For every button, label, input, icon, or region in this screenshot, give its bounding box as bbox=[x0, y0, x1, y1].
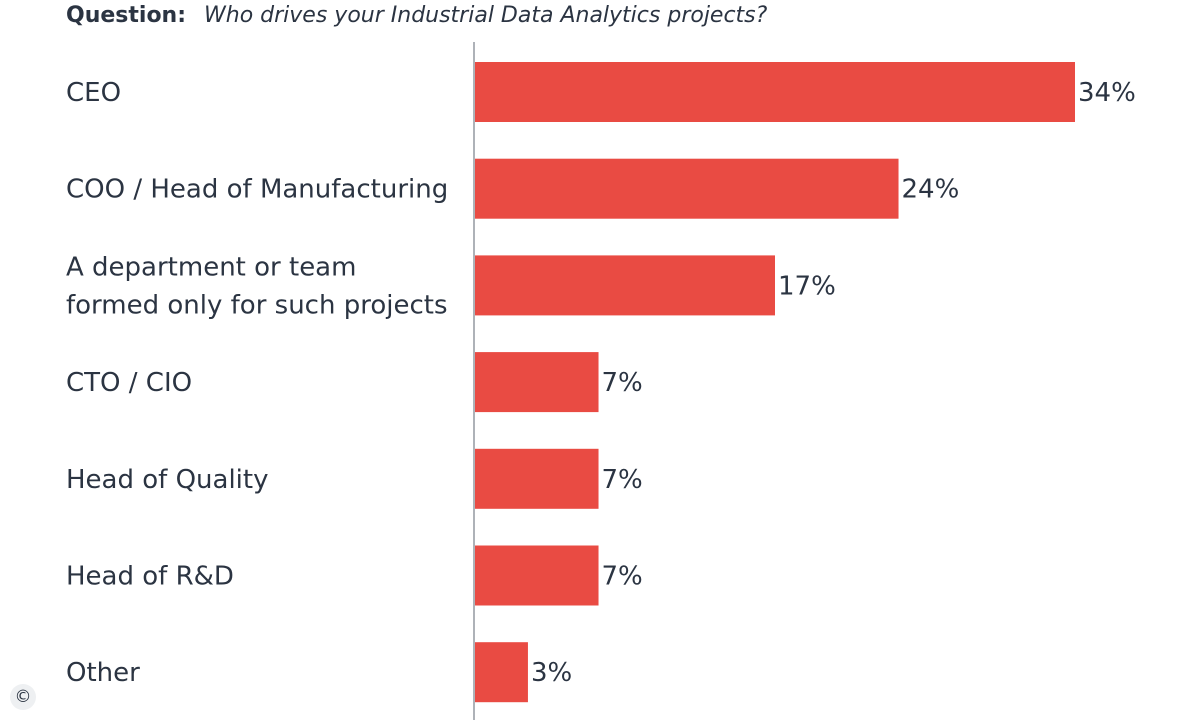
question-text: Who drives your Industrial Data Analytic… bbox=[204, 3, 768, 28]
category-label-3: CTO / CIO bbox=[66, 368, 192, 398]
category-label-line: formed only for such projects bbox=[66, 290, 448, 320]
bar-1 bbox=[475, 158, 899, 219]
category-label-6: Other bbox=[66, 658, 140, 688]
category-label-5: Head of R&D bbox=[66, 562, 234, 592]
category-label-line: Head of R&D bbox=[66, 562, 234, 592]
bar-2 bbox=[475, 255, 775, 316]
value-label-3: 7% bbox=[602, 368, 643, 398]
bar-5 bbox=[475, 545, 599, 606]
category-label-line: CTO / CIO bbox=[66, 368, 192, 398]
category-label-line: Other bbox=[66, 658, 140, 688]
category-label-line: CEO bbox=[66, 78, 121, 108]
category-label-line: Head of Quality bbox=[66, 465, 268, 495]
value-label-0: 34% bbox=[1078, 78, 1136, 108]
value-label-4: 7% bbox=[602, 465, 643, 495]
bar-6 bbox=[475, 642, 528, 703]
value-label-1: 24% bbox=[902, 175, 960, 205]
value-label-6: 3% bbox=[531, 658, 572, 688]
category-label-line: COO / Head of Manufacturing bbox=[66, 175, 448, 205]
bar-4 bbox=[475, 448, 599, 509]
value-label-5: 7% bbox=[602, 562, 643, 592]
value-label-2: 17% bbox=[778, 271, 836, 301]
category-label-line: A department or team bbox=[66, 252, 356, 282]
bar-3 bbox=[475, 352, 599, 413]
question-label: Question: bbox=[66, 3, 187, 28]
chart-question: Question: Who drives your Industrial Data… bbox=[66, 2, 767, 30]
category-label-0: CEO bbox=[66, 78, 121, 108]
category-label-1: COO / Head of Manufacturing bbox=[66, 175, 448, 205]
category-label-2: A department or team formed only for such… bbox=[66, 252, 448, 320]
bar-0 bbox=[475, 62, 1075, 122]
category-label-4: Head of Quality bbox=[66, 465, 268, 495]
copyright-icon: © bbox=[10, 684, 36, 710]
